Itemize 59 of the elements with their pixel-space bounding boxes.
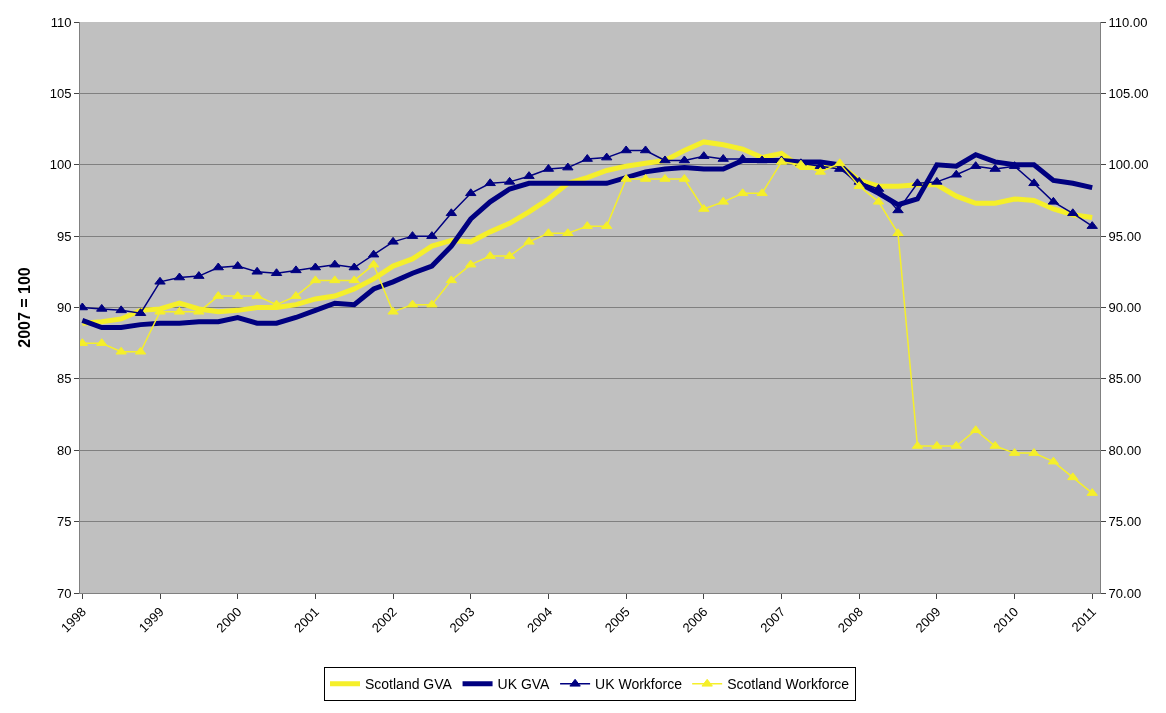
point [931, 440, 943, 449]
point [96, 303, 108, 312]
point [989, 440, 1001, 449]
y-tick-label: 90 [56, 300, 72, 316]
point [348, 262, 360, 271]
point [562, 162, 574, 171]
legend-label: Scotland GVA [365, 676, 453, 693]
point [115, 346, 127, 355]
point [756, 188, 768, 197]
point [329, 275, 341, 284]
y2-tick-label: 70.00 [1108, 585, 1142, 601]
point [465, 188, 477, 197]
legend-label: UK GVA [497, 676, 551, 693]
y2-tick-label: 100.00 [1108, 157, 1149, 173]
y-tick-label: 70 [56, 585, 72, 601]
point [1067, 472, 1079, 481]
point [212, 262, 224, 271]
legend-label: Scotland Workforce [727, 676, 850, 693]
point [348, 275, 360, 284]
y2-tick-label: 90.00 [1108, 300, 1142, 316]
y2-tick-label: 80.00 [1108, 442, 1142, 458]
y2-tick-label: 75.00 [1108, 514, 1142, 530]
point [426, 299, 438, 308]
y-axis-title: 2007 = 100 [15, 267, 33, 348]
y2-tick-label: 105.00 [1108, 85, 1149, 101]
y2-tick-label: 95.00 [1108, 228, 1142, 244]
y-tick-label: 75 [56, 514, 72, 530]
point [950, 440, 962, 449]
point [154, 276, 166, 285]
point [290, 265, 302, 274]
point [620, 145, 632, 154]
point [484, 178, 496, 187]
point [950, 169, 962, 178]
point [562, 228, 574, 237]
point [465, 259, 477, 268]
y-tick-label: 110 [50, 14, 72, 30]
point [387, 236, 399, 245]
y2-tick-label: 110.00 [1108, 14, 1148, 30]
point [1028, 178, 1040, 187]
point [251, 266, 263, 275]
y-tick-label: 100 [49, 157, 72, 173]
point [834, 158, 846, 167]
point [931, 176, 943, 185]
point [659, 155, 671, 164]
point [970, 425, 982, 434]
y-tick-label: 80 [56, 442, 72, 458]
y-tick-label: 95 [56, 228, 72, 244]
y-tick-label: 105 [49, 85, 72, 101]
point [523, 236, 535, 245]
point [1067, 208, 1079, 217]
point [892, 228, 904, 237]
point [717, 196, 729, 205]
y-tick-label: 85 [56, 371, 72, 387]
point [115, 305, 127, 314]
point [329, 259, 341, 268]
point [601, 152, 613, 161]
y2-tick-label: 85.00 [1108, 371, 1142, 387]
point [387, 306, 399, 315]
legend-label: UK Workforce [595, 676, 683, 693]
